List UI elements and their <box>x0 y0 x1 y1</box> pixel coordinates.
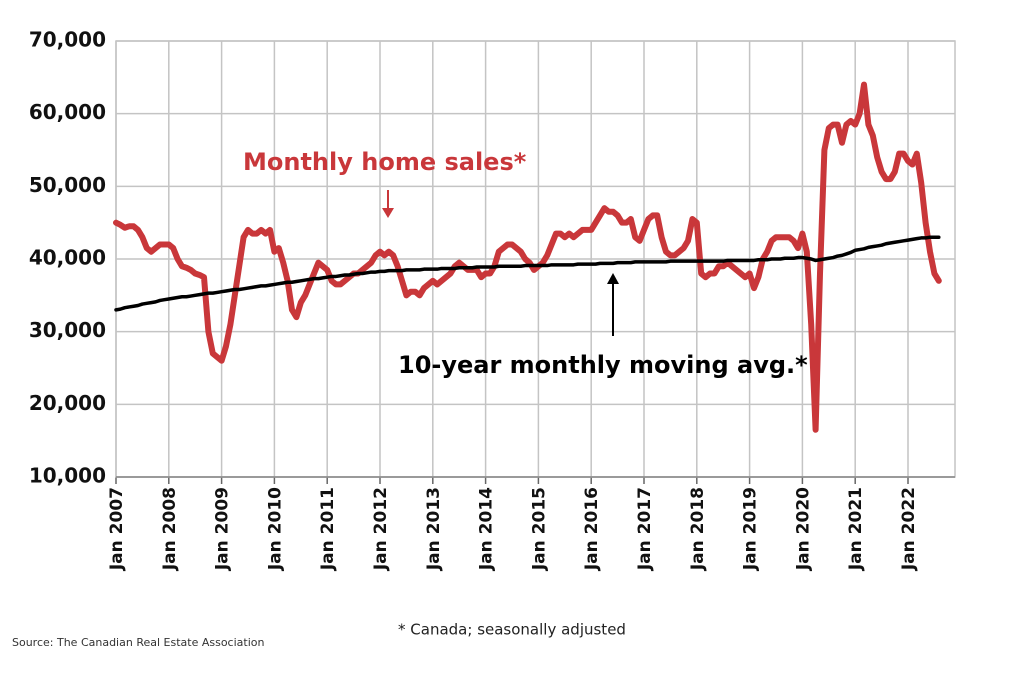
x-tick-label: Jan 2008 <box>160 487 180 571</box>
x-tick-label: Jan 2012 <box>371 487 391 571</box>
avg-arrowhead <box>607 273 619 284</box>
x-tick-label: Jan 2015 <box>529 487 549 571</box>
avg-annotation: 10-year monthly moving avg.* <box>398 351 808 379</box>
x-tick-label: Jan 2010 <box>265 487 285 571</box>
x-tick-label: Jan 2019 <box>741 487 761 571</box>
x-tick-label: Jan 2009 <box>213 487 233 571</box>
lines <box>113 81 942 433</box>
x-tick-label: Jan 2020 <box>793 487 813 571</box>
y-tick-label: 20,000 <box>29 391 106 415</box>
y-tick-label: 50,000 <box>29 173 106 197</box>
y-tick-label: 40,000 <box>29 246 106 270</box>
average-line <box>114 235 941 312</box>
sales-arrowhead <box>382 208 394 218</box>
y-tick-label: 30,000 <box>29 318 106 342</box>
x-tick-label: Jan 2011 <box>318 487 338 571</box>
source: Source: The Canadian Real Estate Associa… <box>12 636 265 649</box>
y-tick-label: 10,000 <box>29 464 106 488</box>
x-tick-label: Jan 2017 <box>635 487 655 571</box>
sales-line <box>113 81 942 433</box>
x-tick-label: Jan 2016 <box>582 487 602 571</box>
sales-annotation: Monthly home sales* <box>243 148 527 176</box>
grid: 10,000 20,000 30,000 40,000 50,000 60,000 70,0… <box>29 28 956 571</box>
x-tick-label: Jan 2021 <box>846 487 866 571</box>
x-tick-label: Jan 2013 <box>424 487 444 571</box>
x-tick-label: Jan 2018 <box>688 487 708 571</box>
y-tick-label: 70,000 <box>29 28 106 52</box>
y-tick-label: 60,000 <box>29 100 106 124</box>
footnote: * Canada; seasonally adjusted <box>398 621 626 639</box>
x-tick-label: Jan 2022 <box>899 487 919 571</box>
x-tick-label: Jan 2007 <box>107 487 127 571</box>
x-tick-label: Jan 2014 <box>477 487 497 571</box>
